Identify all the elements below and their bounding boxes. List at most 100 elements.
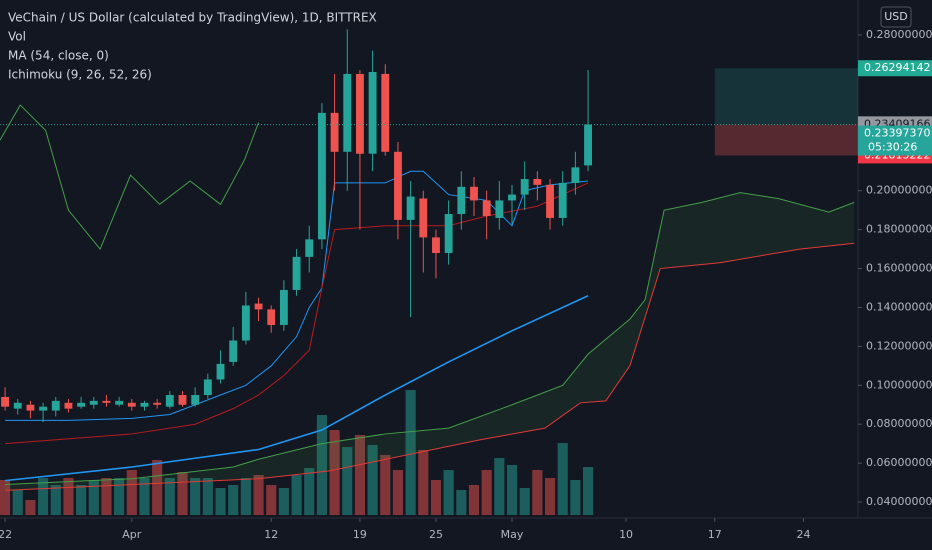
candle-body [444, 214, 453, 253]
candle-body [127, 402, 136, 407]
y-tick-label: 0.20000000 [866, 184, 932, 197]
cloud-fill [5, 192, 855, 491]
candle-body [394, 151, 402, 220]
candle-body [368, 71, 377, 154]
volume-bar [456, 490, 467, 515]
candle-body [13, 402, 22, 409]
candle-body [381, 73, 390, 152]
volume-bar [253, 475, 264, 515]
x-tick-label: 24 [797, 528, 811, 541]
candle-body [571, 167, 580, 183]
candle-body [533, 179, 542, 185]
volume-bar [139, 478, 150, 515]
candle-body [584, 124, 592, 166]
volume-bar [63, 478, 74, 515]
currency-label[interactable]: USD [884, 10, 908, 23]
chart-title: VeChain / US Dollar (calculated by Tradi… [8, 11, 377, 25]
y-tick-label: 0.08000000 [866, 417, 932, 430]
volume-bar [101, 478, 112, 515]
volume-bar [329, 430, 340, 515]
indicator-label: Ichimoku (9, 26, 52, 26) [8, 68, 152, 82]
candle-body [229, 340, 238, 362]
indicator-label: MA (54, close, 0) [8, 49, 109, 63]
loss-zone [714, 124, 858, 156]
candle-body [317, 112, 326, 240]
candle-body [216, 363, 225, 380]
price-badge [858, 60, 932, 77]
volume-bar [405, 390, 416, 515]
volume-bar [202, 478, 213, 515]
volume-bar [544, 478, 556, 515]
candle-body [140, 402, 149, 407]
candle-body [254, 303, 263, 310]
x-tick-label: 10 [619, 528, 633, 541]
candle-body [89, 400, 98, 405]
volume-bar [38, 478, 49, 515]
volume-bar [177, 472, 188, 515]
candle-body [558, 182, 567, 218]
candle-body [165, 395, 174, 407]
volume-bar [114, 478, 125, 515]
volume-bar [392, 470, 404, 515]
volume-bar [190, 478, 201, 515]
indicator-line [5, 182, 589, 445]
candle-body [343, 73, 352, 152]
y-tick-label: 0.06000000 [866, 456, 932, 469]
volume-bar [354, 435, 365, 515]
volume-bar [557, 443, 568, 515]
indicator-label: Vol [8, 30, 26, 44]
leading-span-a [5, 192, 855, 486]
x-tick-label: Apr [122, 528, 142, 541]
y-tick-label: 0.14000000 [866, 300, 932, 313]
volume-bar [506, 465, 518, 515]
volume-bar [88, 480, 99, 515]
volume-bar [481, 470, 492, 515]
volume-bar [228, 485, 239, 515]
volume-bar [304, 468, 315, 515]
volume-bar [266, 485, 277, 515]
candle-body [241, 305, 250, 341]
candle-body [432, 237, 440, 253]
volume-bar [278, 488, 289, 515]
leading-span-b [5, 242, 855, 491]
volume-bar [380, 455, 391, 515]
volume-bar [468, 485, 480, 515]
y-tick-label: 0.04000000 [866, 495, 932, 508]
volume-bar [418, 450, 429, 515]
x-tick-label: May [501, 528, 524, 541]
candle-body [495, 200, 504, 218]
countdown-label: 05:30:26 [868, 141, 917, 154]
candle-body [482, 200, 491, 216]
volume-bar [76, 485, 87, 515]
candle-body [508, 194, 516, 201]
y-tick-label: 0.16000000 [866, 262, 932, 275]
x-tick-label: 19 [353, 528, 367, 541]
volume-bar [316, 415, 327, 515]
y-tick-label: 0.28000000 [866, 28, 932, 41]
volume-bar [430, 480, 442, 515]
candle-body [470, 186, 478, 201]
volume-bar [126, 470, 137, 515]
candle-body [203, 379, 212, 396]
y-tick-label: 0.12000000 [866, 339, 932, 352]
candle-body [64, 402, 73, 409]
candle-body [26, 404, 35, 411]
volume-bar [12, 490, 23, 515]
y-tick-label: 0.10000000 [866, 378, 932, 391]
volume-bar [164, 478, 175, 515]
x-tick-label: 17 [708, 528, 722, 541]
candle-body [77, 402, 86, 407]
volume-bar [342, 447, 353, 515]
volume-bar [443, 470, 454, 515]
indicator-line [4, 295, 589, 482]
volume-bar [494, 458, 505, 515]
volume-bar [50, 485, 61, 515]
candle-body [178, 395, 187, 405]
candle-body [39, 406, 48, 411]
x-tick-label: 22 [0, 528, 12, 541]
profit-zone [714, 68, 858, 125]
y-tick-label: 0.18000000 [866, 223, 932, 236]
volume-bar [291, 475, 302, 515]
currency-button[interactable] [880, 6, 912, 28]
